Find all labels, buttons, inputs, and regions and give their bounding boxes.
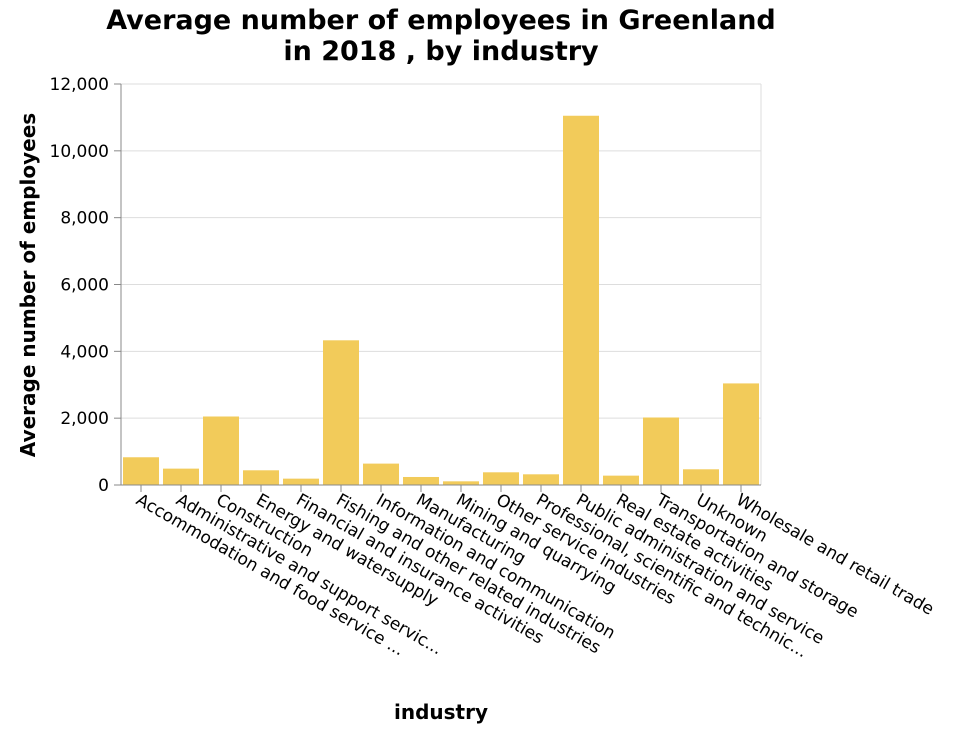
bar — [323, 340, 359, 485]
bar — [403, 476, 439, 485]
y-tick-label: 2,000 — [60, 409, 109, 429]
bar — [523, 474, 559, 485]
y-tick-label: 12,000 — [50, 75, 109, 95]
y-tick-label: 10,000 — [50, 142, 109, 162]
y-tick-label: 0 — [98, 476, 109, 496]
chart-title-line-1: Average number of employees in Greenland — [106, 5, 776, 36]
y-tick-label: 4,000 — [60, 342, 109, 362]
bar — [163, 468, 199, 485]
bar — [683, 469, 719, 485]
bar — [483, 472, 519, 485]
y-tick-label: 6,000 — [60, 276, 109, 296]
bar — [443, 481, 479, 485]
bar — [203, 416, 239, 485]
bar — [603, 475, 639, 485]
bar — [363, 463, 399, 485]
chart-title-line-2: in 2018 , by industry — [283, 36, 599, 67]
y-tick-label: 8,000 — [60, 209, 109, 229]
bar — [123, 457, 159, 485]
bar — [643, 417, 679, 485]
bar — [723, 383, 759, 485]
bar — [283, 478, 319, 485]
x-axis-label: industry — [393, 700, 489, 724]
bar — [243, 470, 279, 485]
bar — [563, 115, 599, 485]
